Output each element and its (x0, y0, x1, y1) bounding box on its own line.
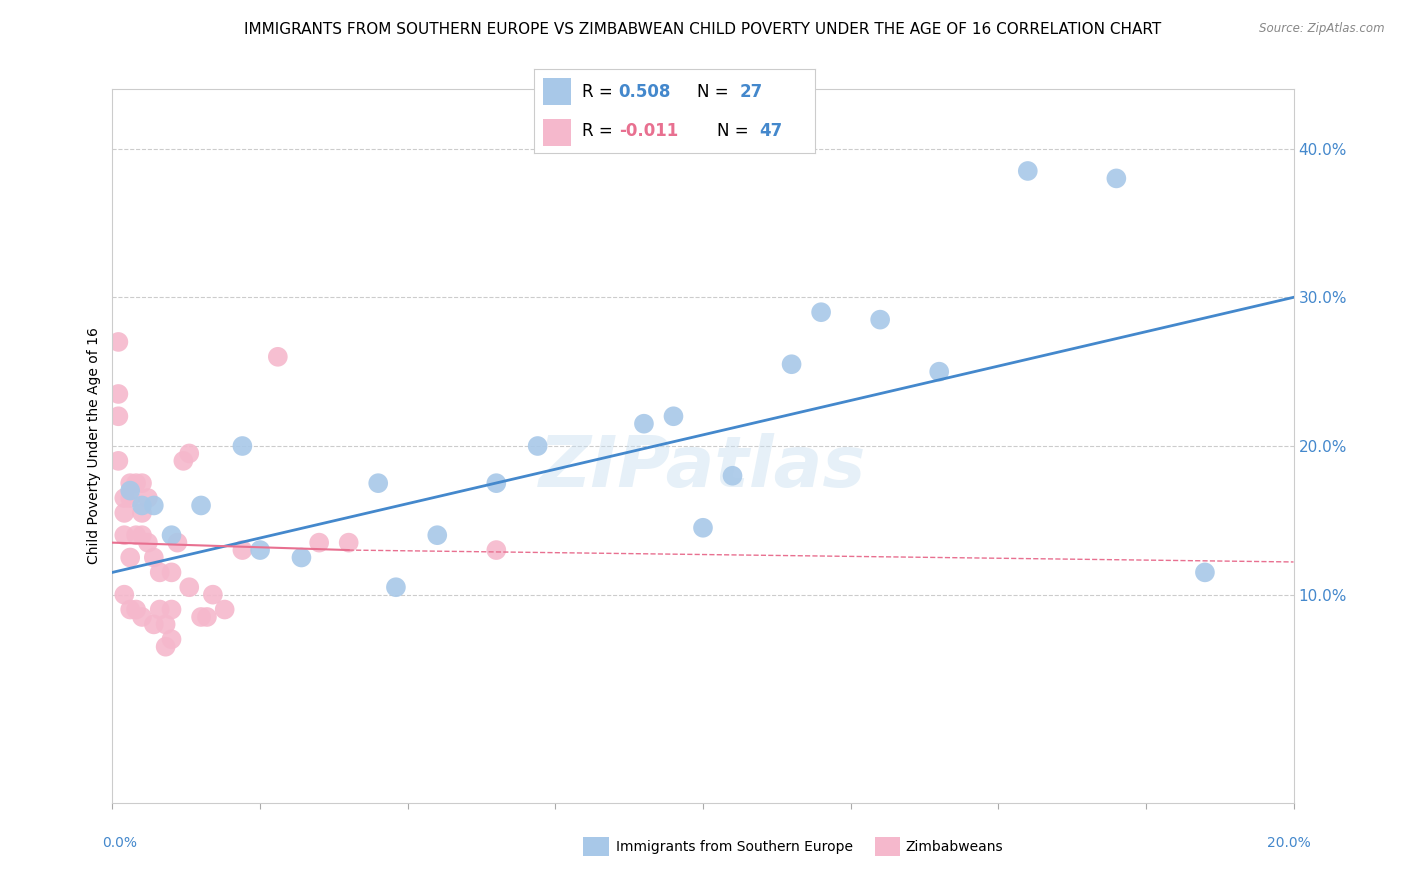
Point (142, 550, 165, 565)
Text: -0.011: -0.011 (619, 121, 678, 139)
Point (1105, 171, 1128, 186)
Point (485, 543, 508, 558)
Point (337, 535, 360, 549)
Point (142, 499, 165, 513)
Point (131, 506, 153, 520)
Point (267, 350, 290, 364)
Text: 20.0%: 20.0% (1267, 836, 1312, 850)
Point (385, 580, 408, 594)
Point (125, 528, 148, 542)
Text: ZIPatlas: ZIPatlas (540, 433, 866, 502)
Point (131, 528, 153, 542)
Point (692, 521, 714, 535)
Point (149, 566, 172, 580)
Text: Source: ZipAtlas.com: Source: ZipAtlas.com (1260, 22, 1385, 36)
Point (526, 439, 548, 453)
Point (112, 506, 135, 520)
Point (308, 535, 330, 549)
Text: N =: N = (697, 84, 734, 102)
Point (142, 617, 165, 632)
Point (120, 602, 142, 616)
Point (125, 602, 148, 616)
Text: 27: 27 (740, 84, 763, 102)
Text: R =: R = (582, 121, 619, 139)
Point (249, 543, 271, 558)
Point (160, 566, 183, 580)
Point (136, 491, 159, 505)
Text: Zimbabweans: Zimbabweans (905, 839, 1002, 854)
Point (1194, 566, 1216, 580)
Point (231, 543, 253, 558)
Point (136, 535, 159, 549)
Y-axis label: Child Poverty Under the Age of 16: Child Poverty Under the Age of 16 (87, 327, 101, 565)
Point (201, 588, 224, 602)
Point (869, 312, 891, 326)
Point (131, 610, 153, 624)
Point (155, 617, 177, 632)
Point (179, 580, 201, 594)
Point (190, 610, 212, 624)
Point (160, 602, 183, 616)
Point (1017, 164, 1039, 178)
Point (190, 499, 212, 513)
Point (426, 528, 449, 542)
FancyBboxPatch shape (543, 119, 571, 145)
Point (160, 632, 183, 647)
Point (120, 476, 142, 491)
Point (120, 550, 142, 565)
Point (107, 454, 129, 468)
Point (721, 468, 744, 483)
Point (172, 454, 194, 468)
Text: 47: 47 (759, 121, 783, 139)
Point (367, 476, 389, 491)
Text: 0.0%: 0.0% (103, 836, 136, 850)
Point (120, 491, 142, 505)
Point (780, 357, 803, 371)
Point (195, 610, 218, 624)
Point (131, 476, 153, 491)
Point (231, 439, 253, 453)
Point (214, 602, 236, 616)
Text: IMMIGRANTS FROM SOUTHERN EUROPE VS ZIMBABWEAN CHILD POVERTY UNDER THE AGE OF 16 : IMMIGRANTS FROM SOUTHERN EUROPE VS ZIMBA… (245, 22, 1161, 37)
Point (290, 550, 312, 565)
Point (928, 365, 950, 379)
Point (131, 499, 153, 513)
Point (112, 588, 135, 602)
Text: Immigrants from Southern Europe: Immigrants from Southern Europe (616, 839, 853, 854)
Point (107, 334, 129, 349)
Point (179, 446, 201, 460)
Point (810, 305, 832, 319)
Point (107, 409, 129, 424)
Point (662, 409, 685, 424)
Point (485, 476, 508, 491)
Point (112, 528, 135, 542)
Point (107, 387, 129, 401)
Text: N =: N = (717, 121, 754, 139)
Point (166, 535, 188, 549)
Point (633, 417, 655, 431)
FancyBboxPatch shape (543, 78, 571, 105)
Point (160, 528, 183, 542)
Text: 0.508: 0.508 (619, 84, 671, 102)
Point (155, 640, 177, 654)
Point (120, 483, 142, 498)
Point (149, 602, 172, 616)
Point (125, 476, 148, 491)
Point (112, 491, 135, 505)
Text: R =: R = (582, 84, 619, 102)
